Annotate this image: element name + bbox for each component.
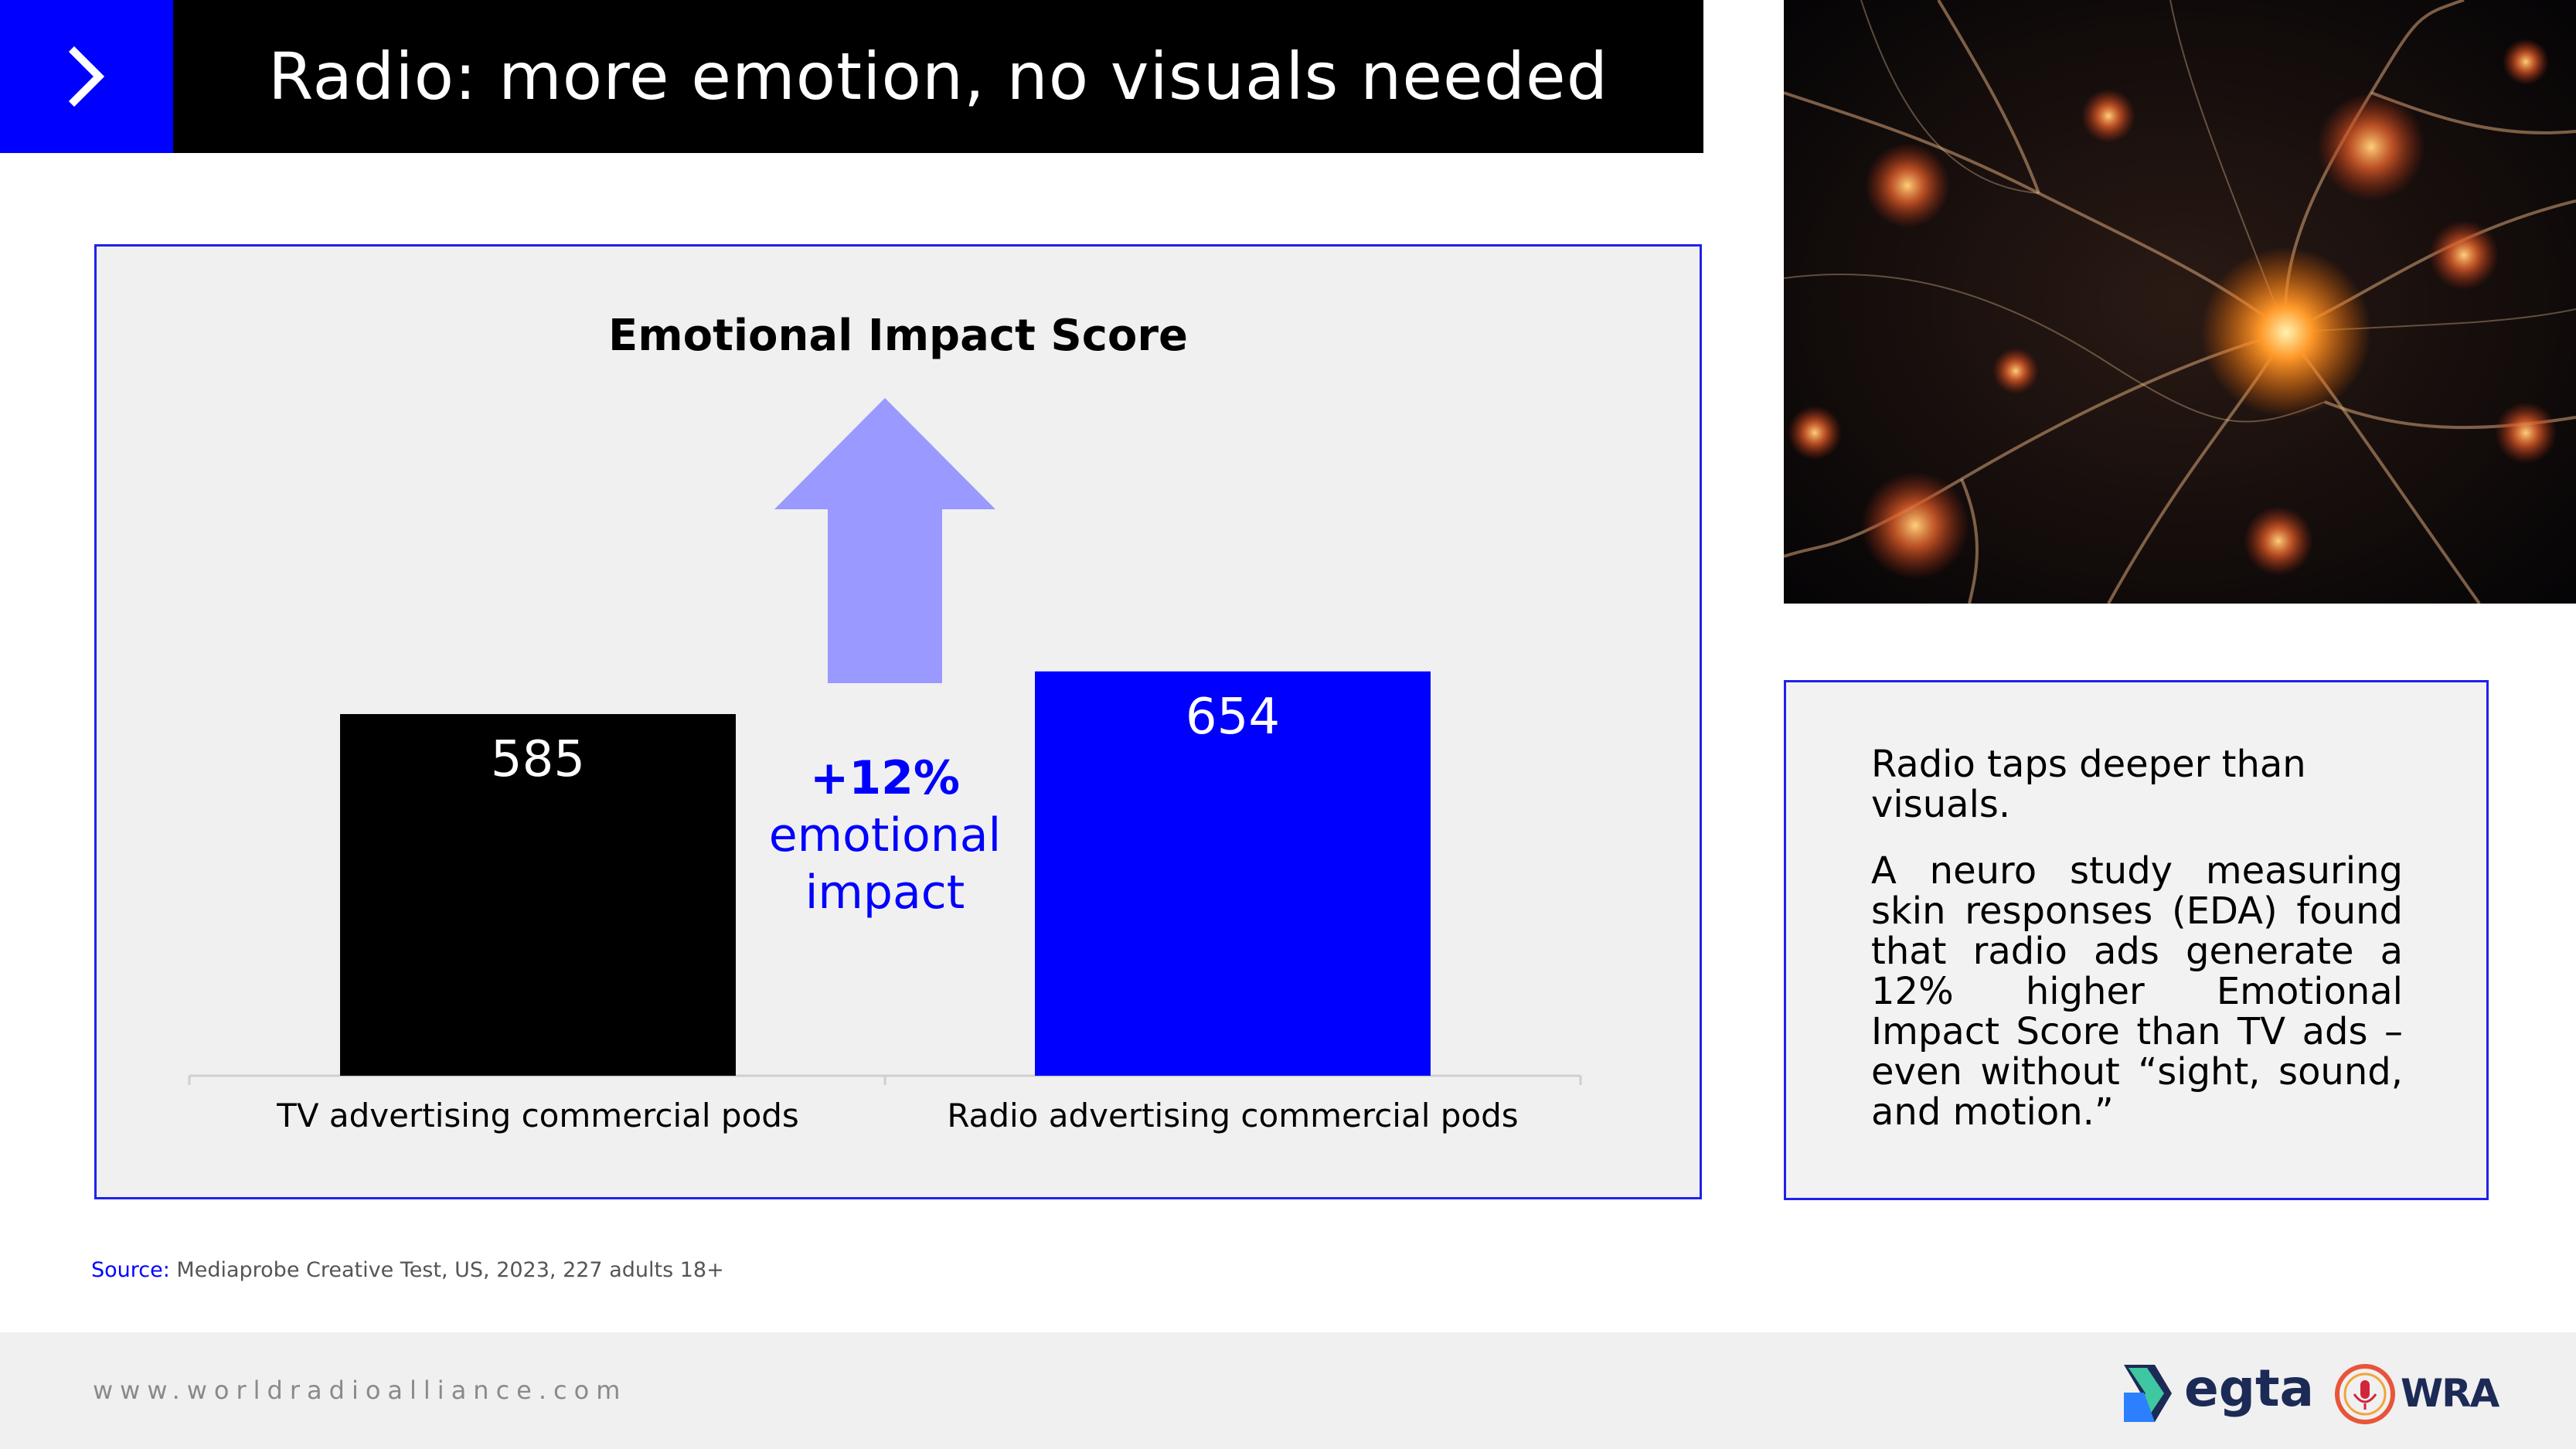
source-label: Source: (91, 1258, 170, 1282)
annotation-line: impact (805, 866, 965, 920)
wra-logo-icon (2335, 1364, 2395, 1424)
data-label: 654 (1186, 689, 1280, 746)
category-label: TV advertising commercial pods (276, 1097, 799, 1134)
source-note: Source: Mediaprobe Creative Test, US, 20… (91, 1258, 724, 1282)
egta-wordmark: egta (2184, 1359, 2315, 1418)
neuron-illustration (1784, 0, 2576, 604)
bar-chart: Emotional Impact Score 585 TV advertising … (188, 311, 1582, 1134)
header-bar: Radio: more emotion, no visuals needed (173, 0, 1703, 153)
footer-url[interactable]: www.worldradioalliance.com (93, 1376, 628, 1405)
header-chevron-box (0, 0, 173, 153)
footer: www.worldradioalliance.com egta WRA (0, 1332, 2576, 1449)
up-arrow-icon (774, 398, 995, 683)
annotation-line: emotional (769, 808, 1001, 862)
data-label: 585 (491, 731, 585, 788)
bar-tv (340, 714, 736, 1076)
insight-heading: Radio taps deeper than visuals. (1871, 743, 2306, 826)
chevron-right-icon (68, 46, 105, 107)
chart-panel: Emotional Impact Score 585 TV advertising … (94, 244, 1702, 1199)
chart-title: Emotional Impact Score (608, 311, 1188, 361)
neuron-photo (1784, 0, 2576, 604)
insight-textbox: Radio taps deeper than visuals. A neuro … (1784, 680, 2489, 1200)
category-label: Radio advertising commercial pods (947, 1097, 1518, 1134)
source-text: Mediaprobe Creative Test, US, 2023, 227 … (169, 1258, 724, 1282)
insight-body: A neuro study measuring skin responses (… (1871, 849, 2403, 1134)
wra-wordmark: WRA (2401, 1371, 2499, 1416)
annotation-line: +12% (810, 751, 960, 805)
egta-logo-icon (2124, 1365, 2172, 1422)
bar-radio (1035, 671, 1431, 1076)
page-title: Radio: more emotion, no visuals needed (267, 39, 1609, 114)
